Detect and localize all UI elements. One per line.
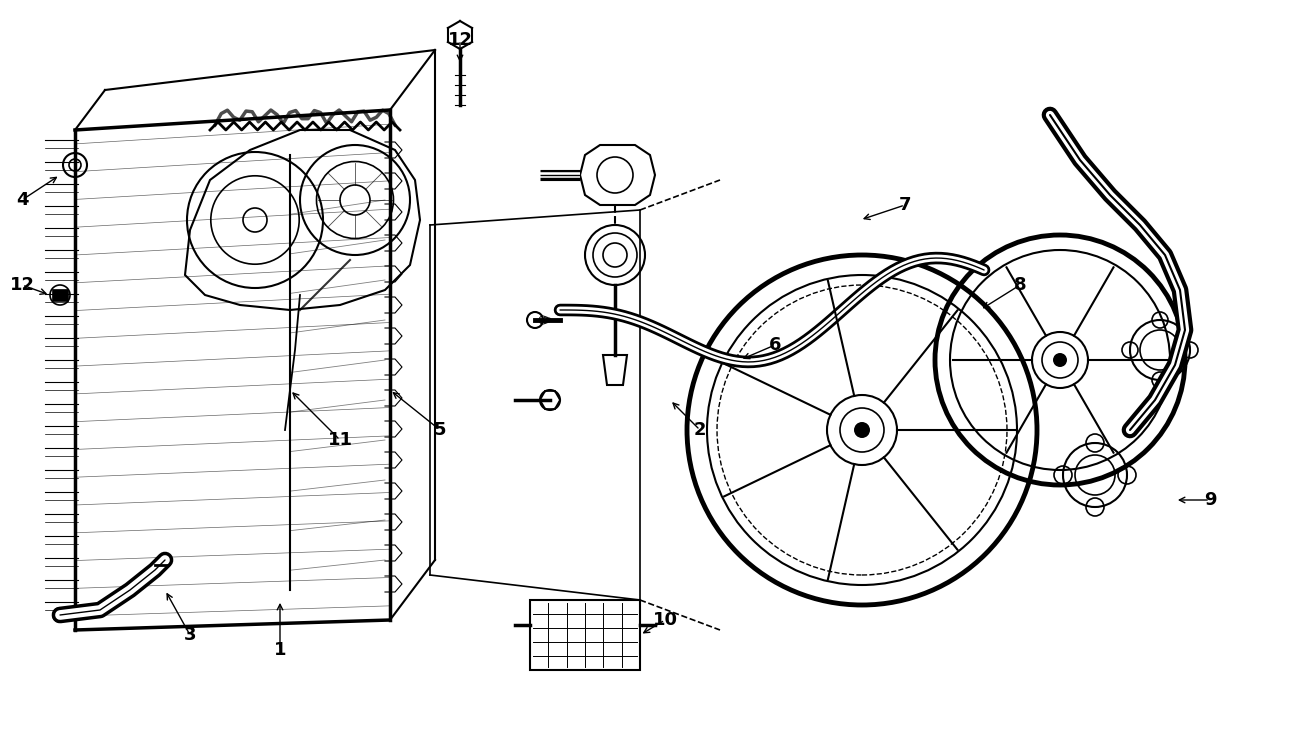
Circle shape (1053, 353, 1066, 367)
Circle shape (855, 422, 870, 438)
Text: 8: 8 (1013, 276, 1026, 294)
Text: 3: 3 (183, 626, 196, 644)
Text: 10: 10 (652, 611, 678, 629)
Text: 12: 12 (448, 31, 473, 49)
Text: 1: 1 (274, 641, 287, 659)
Text: 12: 12 (9, 276, 35, 294)
Text: 2: 2 (693, 421, 706, 439)
Text: 7: 7 (899, 196, 911, 214)
Text: 4: 4 (15, 191, 28, 209)
Polygon shape (52, 289, 68, 301)
Text: 5: 5 (434, 421, 447, 439)
Text: 9: 9 (1203, 491, 1216, 509)
Text: 11: 11 (328, 431, 352, 449)
Text: 6: 6 (768, 336, 781, 354)
Circle shape (63, 153, 86, 177)
